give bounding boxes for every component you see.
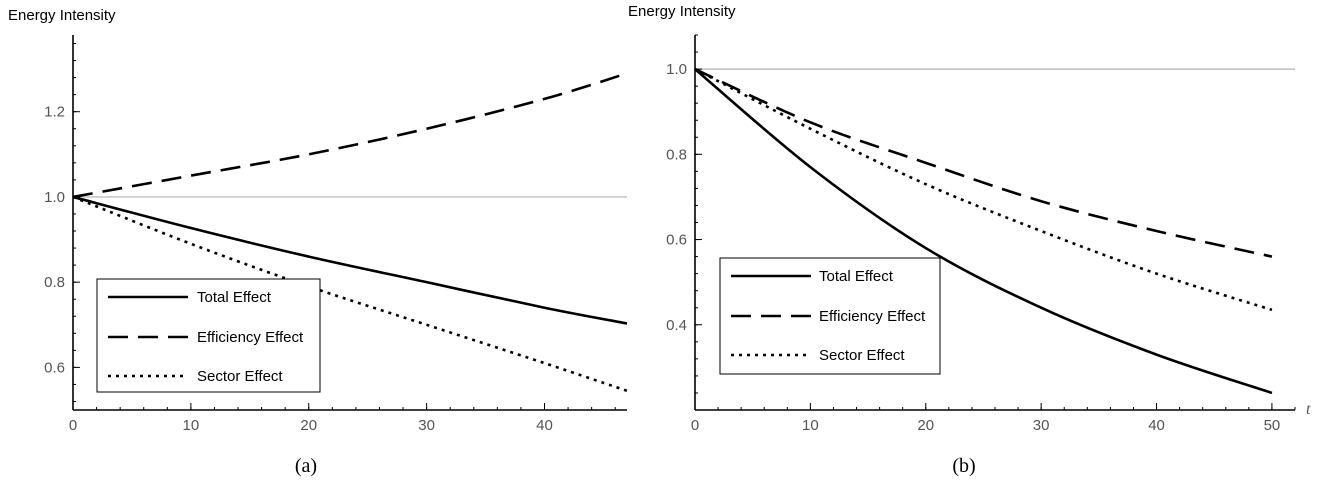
x-tick-label-b: 20 bbox=[917, 417, 934, 434]
x-tick-label-a: 40 bbox=[536, 417, 553, 434]
y-tick-label-b: 0.8 bbox=[666, 146, 687, 163]
legend-a: Total Effect Efficiency Effect Sector Ef… bbox=[96, 278, 321, 393]
series-layer-b bbox=[694, 67, 1273, 395]
x-tick-label-b: 30 bbox=[1033, 417, 1050, 434]
y-tick-label-a: 0.8 bbox=[44, 274, 65, 291]
legend-label-sector-b: Sector Effect bbox=[819, 347, 905, 364]
x-axis-label-b: t bbox=[1306, 401, 1311, 418]
panel-a: Energy Intensity (a) 0.6 0.8 1.0 1.2 0 10 20 30… bbox=[8, 7, 628, 477]
caption-b: (b) bbox=[952, 455, 975, 477]
caption-a: (a) bbox=[295, 455, 317, 477]
y-tick-label-a: 1.0 bbox=[44, 189, 65, 206]
legend-label-sector-a: Sector Effect bbox=[197, 368, 283, 385]
x-tick-label-a: 0 bbox=[69, 417, 77, 434]
x-tick-label-a: 30 bbox=[418, 417, 435, 434]
y-tick-label-a: 0.6 bbox=[44, 359, 65, 376]
series-sector-effect-b bbox=[694, 67, 1273, 312]
series-total-effect-b bbox=[694, 68, 1273, 395]
y-tick-label-b: 1.0 bbox=[666, 61, 687, 78]
panel-b: Energy Intensity (b) t 0.4 0.6 0.8 1.0 0 10 20… bbox=[628, 3, 1311, 477]
series-layer-a bbox=[72, 72, 628, 393]
x-tick-label-a: 20 bbox=[300, 417, 317, 434]
x-tick-label-b: 10 bbox=[802, 417, 819, 434]
legend-label-total-b: Total Effect bbox=[819, 268, 894, 285]
x-tick-label-a: 10 bbox=[183, 417, 200, 434]
y-tick-label-b: 0.6 bbox=[666, 232, 687, 249]
axes-a: 0.6 0.8 1.0 1.2 0 10 20 30 40 bbox=[44, 35, 627, 434]
x-tick-label-b: 0 bbox=[691, 417, 699, 434]
series-total-effect-a bbox=[72, 195, 628, 325]
legend-label-total-a: Total Effect bbox=[197, 289, 272, 306]
series-efficiency-effect-a bbox=[72, 72, 628, 199]
legend-label-efficiency-a: Efficiency Effect bbox=[197, 329, 304, 346]
y-tick-label-b: 0.4 bbox=[666, 317, 687, 334]
y-axis-label-b: Energy Intensity bbox=[628, 3, 736, 20]
legend-label-efficiency-b: Efficiency Effect bbox=[819, 308, 926, 325]
y-tick-label-a: 1.2 bbox=[44, 104, 65, 121]
x-tick-label-b: 50 bbox=[1264, 417, 1281, 434]
legend-b: Total Effect Efficiency Effect Sector Ef… bbox=[719, 257, 941, 375]
series-efficiency-effect-b bbox=[694, 67, 1273, 258]
x-tick-label-b: 40 bbox=[1148, 417, 1165, 434]
y-axis-label-a: Energy Intensity bbox=[8, 7, 116, 24]
axes-b: 0.4 0.6 0.8 1.0 0 10 20 30 40 50 bbox=[666, 34, 1296, 434]
